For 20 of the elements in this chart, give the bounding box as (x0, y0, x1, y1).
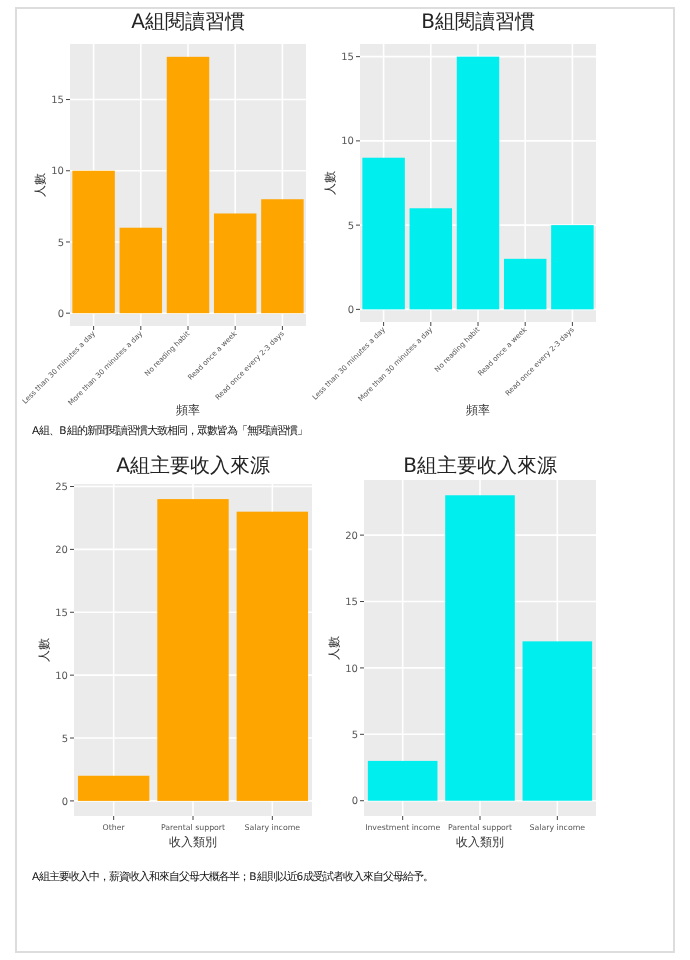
bar (551, 225, 594, 310)
bar (445, 495, 515, 801)
bar (503, 258, 547, 310)
bar (261, 199, 304, 314)
bar (367, 760, 438, 801)
bar (72, 170, 115, 314)
bar (456, 56, 500, 310)
chart-title: B組主要收入來源 (403, 454, 557, 478)
bar (77, 775, 150, 801)
chart-title: B組閱讀習慣 (421, 10, 535, 34)
bar (236, 511, 309, 801)
chart-title: A組閱讀習慣 (131, 10, 245, 34)
bar (409, 208, 453, 310)
bar (166, 56, 210, 314)
bar (213, 213, 257, 314)
bar (157, 499, 229, 801)
bar (522, 641, 593, 801)
bar (119, 227, 163, 314)
chart-title: A組主要收入來源 (116, 454, 270, 478)
bar (362, 157, 405, 310)
